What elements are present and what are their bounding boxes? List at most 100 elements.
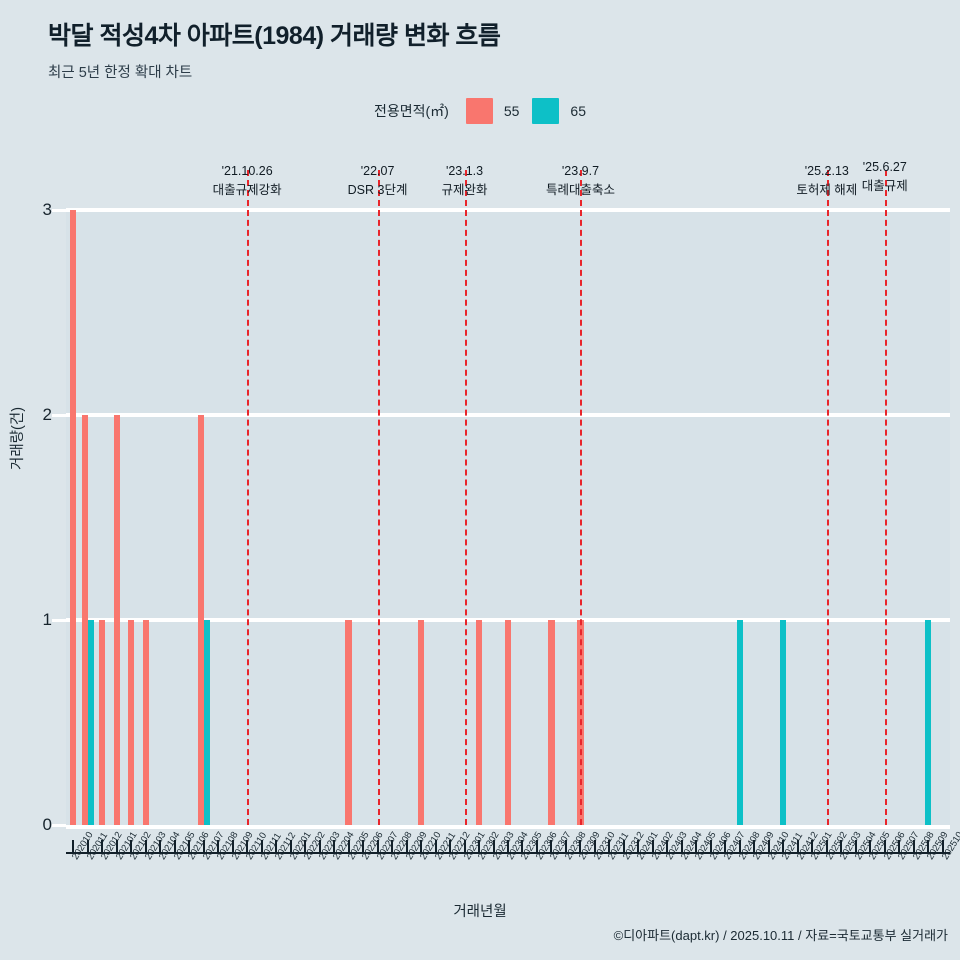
- bar-202102-55[interactable]: [128, 620, 135, 825]
- x-tick-mark: [782, 840, 785, 852]
- bar-202011-65[interactable]: [87, 620, 94, 825]
- x-tick-mark: [666, 840, 669, 852]
- event-marker-line-202502: [826, 170, 829, 825]
- page-title: 박달 적성4차 아파트(1984) 거래량 변화 흐름: [48, 22, 501, 50]
- event-date: '23.9.7: [561, 164, 600, 178]
- x-tick-mark: [405, 840, 408, 852]
- x-tick-mark: [912, 840, 915, 852]
- event-marker-label-202301: '23.1.3 규제완화: [442, 162, 488, 201]
- x-tick-mark: [535, 840, 538, 852]
- x-tick-mark: [753, 840, 756, 852]
- footer-credit: ©디아파트(dapt.kr) / 2025.10.11 / 자료=국토교통부 실…: [613, 928, 948, 943]
- bar-202107-65[interactable]: [203, 620, 210, 825]
- x-axis-line: [66, 852, 950, 854]
- x-tick-mark: [695, 840, 698, 852]
- bar-202205-55[interactable]: [345, 620, 352, 825]
- y-tick-mark: [52, 619, 66, 622]
- bar-202103-55[interactable]: [142, 620, 149, 825]
- x-tick-mark: [391, 840, 394, 852]
- x-tick-mark: [202, 840, 205, 852]
- event-name: 특례대출축소: [545, 183, 615, 198]
- event-name: 대출규제: [861, 179, 908, 194]
- x-tick-mark: [767, 840, 770, 852]
- bar-202010-55[interactable]: [70, 210, 77, 825]
- legend-swatch-55: [465, 98, 493, 124]
- y-tick-label: 0: [42, 815, 52, 834]
- event-marker-line-202110: [247, 170, 250, 825]
- x-tick-mark: [86, 840, 89, 852]
- x-tick-mark: [507, 840, 509, 852]
- page-subtitle: 최근 5년 한정 확대 차트: [48, 65, 193, 81]
- x-axis-title: 거래년월: [453, 904, 507, 920]
- x-tick-mark: [927, 840, 930, 852]
- y-tick-mark: [52, 824, 66, 827]
- x-tick-mark: [637, 840, 640, 852]
- x-tick-mark: [463, 840, 466, 852]
- bar-202210-55[interactable]: [417, 620, 425, 825]
- x-tick-mark: [622, 840, 625, 852]
- x-tick-mark: [231, 840, 234, 852]
- x-tick-mark: [825, 840, 828, 852]
- x-tick-mark: [941, 840, 944, 852]
- legend-item-55[interactable]: 55: [465, 98, 520, 124]
- event-name: 토허제 해제: [796, 183, 858, 198]
- x-tick-mark: [811, 840, 814, 852]
- x-tick-mark: [478, 840, 481, 852]
- x-tick-mark: [333, 840, 336, 852]
- x-tick-mark: [593, 840, 596, 852]
- legend-item-65[interactable]: 65: [532, 98, 586, 124]
- x-tick-mark: [115, 840, 118, 852]
- event-date: '23.1.3: [445, 164, 484, 178]
- x-tick-mark: [709, 840, 712, 852]
- event-marker-label-202309: '23.9.7 특례대출축소: [546, 162, 615, 201]
- bar-202304-55[interactable]: [504, 620, 512, 825]
- bar-202011-55[interactable]: [81, 415, 88, 825]
- y-tick-label: 2: [42, 405, 52, 424]
- bar-202302-55[interactable]: [475, 620, 483, 825]
- event-date: '21.10.26: [221, 164, 273, 178]
- event-date: '22.07: [360, 164, 395, 178]
- event-marker-line-202309: [580, 170, 583, 825]
- x-tick-mark: [564, 840, 567, 852]
- bar-202408-65[interactable]: [736, 620, 743, 825]
- y-tick-mark: [52, 209, 66, 212]
- bar-202509-65[interactable]: [925, 620, 932, 825]
- gridline-baseline: [66, 825, 950, 829]
- event-name: 규제완화: [441, 183, 488, 198]
- y-axis-title: 거래량(건): [10, 406, 26, 470]
- x-tick-mark: [130, 840, 133, 852]
- x-tick-mark: [347, 840, 350, 852]
- x-tick-mark: [246, 840, 249, 852]
- x-tick-mark: [72, 840, 75, 852]
- bar-202309-55[interactable]: [577, 620, 584, 825]
- x-tick-mark: [869, 840, 872, 852]
- legend-swatch-65: [532, 98, 560, 124]
- event-marker-line-202301: [464, 170, 467, 825]
- bar-202101-55[interactable]: [113, 415, 120, 825]
- x-tick-mark: [420, 840, 423, 852]
- event-date: '25.6.27: [862, 160, 907, 174]
- x-tick-mark: [318, 840, 321, 852]
- x-tick-mark: [680, 840, 683, 852]
- event-date: '25.2.13: [804, 164, 849, 178]
- y-tick-label: 3: [42, 200, 52, 219]
- x-tick-mark: [449, 840, 452, 852]
- event-name: DSR 3단계: [347, 183, 408, 198]
- bar-202107-55[interactable]: [197, 415, 204, 825]
- x-tick-mark: [362, 840, 365, 852]
- chart-header: 박달 적성4차 아파트(1984) 거래량 변화 흐름 최근 5년 한정 확대 …: [48, 16, 501, 82]
- x-tick-mark: [101, 840, 104, 852]
- event-marker-line-202207: [377, 170, 380, 825]
- bar-202012-55[interactable]: [99, 620, 106, 825]
- bar-202307-55[interactable]: [548, 620, 555, 825]
- bar-202411-65[interactable]: [780, 620, 787, 825]
- x-tick-mark: [883, 840, 886, 852]
- legend-label-55: 55: [503, 103, 520, 119]
- plot-area: [52, 170, 950, 829]
- event-marker-label-202110: '21.10.26 대출규제강화: [213, 162, 282, 201]
- x-tick-mark: [550, 840, 553, 852]
- x-tick-mark: [260, 840, 263, 852]
- gridline: [66, 413, 950, 417]
- event-name: 대출규제강화: [212, 183, 282, 198]
- x-tick-mark: [304, 840, 307, 852]
